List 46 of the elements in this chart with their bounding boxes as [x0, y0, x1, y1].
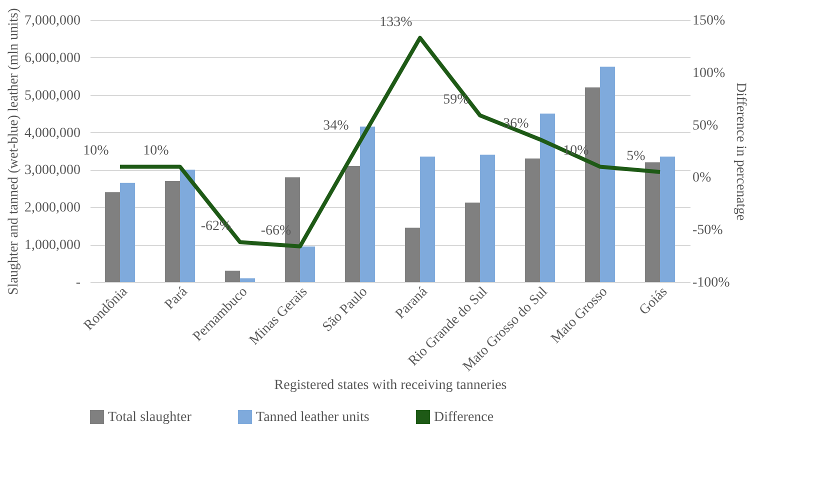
bar	[105, 192, 120, 282]
bar	[300, 246, 315, 282]
bar	[360, 126, 375, 282]
data-label: 34%	[323, 118, 350, 134]
legend-label: Tanned leather units	[256, 410, 370, 425]
y2-tick-label: 100%	[692, 66, 726, 81]
y2-tick-label: -100%	[692, 276, 730, 290]
y2-tick-label: 150%	[692, 14, 726, 28]
y-tick-label: 5,000,000	[24, 88, 80, 104]
legend-label: Difference	[434, 410, 494, 425]
bar	[465, 202, 480, 282]
data-label: 5%	[626, 148, 646, 164]
y2-axis-title: Difference in percenatge	[732, 82, 748, 221]
y-tick-label: 6,000,000	[24, 50, 80, 66]
y-tick-label: 1,000,000	[24, 238, 80, 254]
data-label: 36%	[503, 116, 530, 132]
bar	[225, 270, 240, 282]
data-label: 10%	[143, 144, 170, 159]
bar	[645, 162, 660, 282]
y-tick-label: 2,000,000	[24, 200, 80, 216]
bar	[525, 158, 540, 282]
bar	[240, 278, 255, 282]
bar	[600, 66, 615, 282]
y2-tick-label: -50%	[692, 223, 724, 238]
x-axis-title: Registered states with receiving tanneries	[274, 378, 507, 393]
bar	[540, 114, 555, 282]
bar	[480, 154, 495, 282]
y-tick-label: 7,000,000	[24, 14, 80, 28]
y-tick-label: 3,000,000	[24, 163, 80, 178]
bar	[660, 156, 675, 282]
legend-label: Total slaughter	[108, 410, 192, 425]
bar	[180, 170, 195, 282]
bar	[405, 228, 420, 282]
y2-tick-label: 50%	[692, 118, 718, 134]
bar	[420, 156, 435, 282]
bar	[345, 166, 360, 282]
data-label: 10%	[83, 144, 110, 159]
y-tick-label: 4,000,000	[24, 126, 80, 141]
line-series	[118, 36, 662, 248]
data-label: 133%	[380, 14, 413, 30]
bar	[120, 182, 135, 282]
y-tick-label: -	[76, 276, 81, 290]
bar	[165, 180, 180, 282]
y2-tick-label: 0%	[692, 170, 712, 186]
y-axis-title: Slaughter and tanned (wet-blue) leather (mln units)	[6, 8, 22, 295]
x-tick-label: Pará	[162, 284, 192, 313]
